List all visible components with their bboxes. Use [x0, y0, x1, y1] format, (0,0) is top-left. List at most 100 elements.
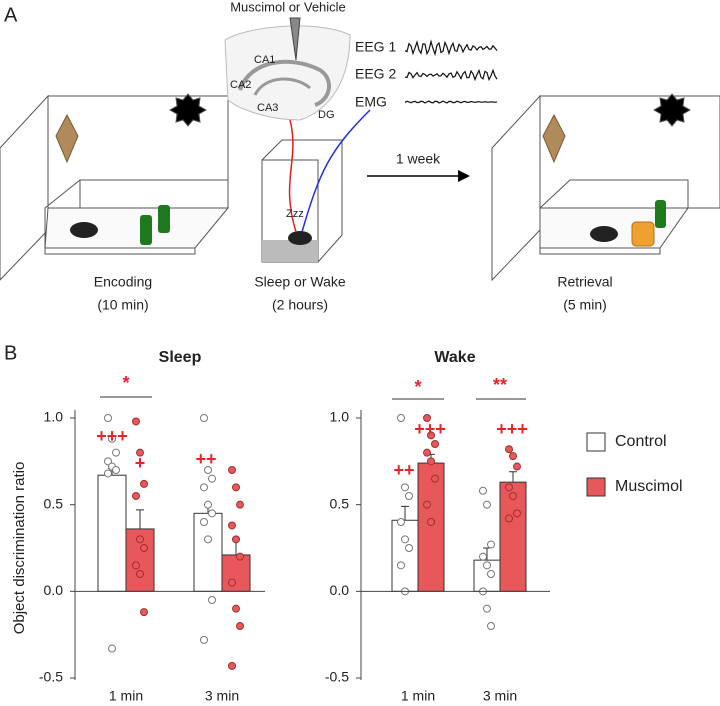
data-point — [405, 492, 413, 500]
data-point — [236, 500, 244, 509]
data-point — [479, 486, 487, 495]
annotation: ++ — [393, 460, 414, 480]
object — [140, 215, 152, 245]
stage-duration: (2 hours) — [272, 297, 328, 313]
data-point — [479, 552, 487, 561]
bar — [417, 462, 445, 592]
x-tick-label: 3 min — [205, 688, 239, 704]
y-tick-label: 0.5 — [330, 495, 350, 511]
object — [158, 205, 170, 233]
data-point — [483, 500, 491, 509]
data-point — [132, 561, 140, 570]
data-point — [236, 552, 244, 561]
data-point — [140, 479, 148, 488]
data-point — [513, 462, 521, 471]
bar — [499, 481, 527, 592]
data-point — [208, 474, 216, 483]
legend-label: Control — [615, 433, 667, 450]
object — [631, 221, 655, 247]
data-point — [228, 466, 236, 474]
data-point — [228, 661, 236, 670]
stage-name: Retrieval — [557, 274, 612, 290]
data-point — [132, 492, 140, 500]
region-label: CA2 — [230, 79, 251, 91]
bedding — [262, 240, 318, 262]
data-point — [509, 492, 517, 500]
signal-label: EEG 1 — [355, 39, 396, 55]
annotation: ++ — [195, 449, 216, 469]
annotation: ** — [493, 375, 507, 395]
cue-diamond — [542, 113, 566, 164]
data-point — [431, 474, 439, 483]
object — [655, 200, 666, 228]
data-point — [401, 535, 409, 544]
y-tick-label: 0.0 — [330, 582, 350, 598]
data-point — [112, 448, 120, 457]
data-point — [204, 535, 212, 544]
signal-label: EMG — [355, 94, 387, 110]
data-point — [431, 440, 439, 448]
data-point — [513, 509, 521, 518]
region-label: CA1 — [254, 54, 275, 66]
arena — [539, 179, 689, 248]
panel-label: B — [4, 342, 17, 364]
data-point — [108, 434, 116, 443]
zzz: Zzz — [286, 208, 304, 220]
data-point — [427, 518, 435, 526]
stage-name: Sleep or Wake — [254, 274, 346, 290]
y-tick-label: 0.5 — [44, 495, 64, 511]
data-point — [112, 466, 120, 474]
data-point — [104, 457, 112, 466]
wall — [0, 94, 49, 281]
bar — [391, 519, 419, 592]
mouse — [590, 226, 618, 242]
data-point — [232, 604, 240, 613]
data-point — [397, 561, 405, 570]
data-point — [108, 644, 116, 653]
mouse — [288, 231, 312, 245]
data-point — [140, 608, 148, 617]
data-point — [204, 500, 212, 509]
legend-swatch — [586, 432, 606, 452]
data-point — [136, 570, 144, 578]
data-point — [228, 578, 236, 587]
panel-label: A — [4, 4, 18, 26]
annotation: * — [414, 377, 421, 397]
y-tick-label: 0.0 — [44, 582, 64, 598]
data-point — [487, 570, 495, 578]
data-point — [505, 514, 513, 523]
signal-trace — [404, 100, 498, 104]
data-point — [208, 509, 216, 518]
stage-name: Encoding — [94, 274, 152, 290]
data-point — [405, 544, 413, 552]
bar — [221, 554, 251, 592]
arena — [539, 247, 661, 255]
cannula — [289, 17, 301, 61]
data-point — [200, 518, 208, 526]
data-point — [104, 469, 112, 478]
cue-star — [168, 93, 208, 127]
chart-title: Sleep — [159, 349, 202, 366]
data-point — [208, 596, 216, 604]
data-point — [228, 521, 236, 530]
panel-a: Zzz — [0, 17, 720, 282]
data-point — [483, 604, 491, 613]
data-point — [423, 414, 431, 422]
region-label: DG — [318, 109, 335, 121]
y-axis-label: Object discrimination ratio — [11, 462, 28, 635]
y-tick-label: 1.0 — [330, 409, 350, 425]
annotation: +++ — [96, 426, 128, 446]
drug-label: Muscimol or Vehicle — [230, 0, 346, 14]
signal-trace — [404, 68, 498, 82]
panel-b: Sleep Object discrimination ratio -0.5 0.0 0… — [11, 349, 683, 703]
data-point — [140, 544, 148, 552]
data-point — [397, 414, 405, 422]
data-point — [423, 500, 431, 509]
signal-label: EEG 2 — [355, 66, 396, 82]
cue-star — [652, 93, 692, 127]
data-point — [136, 448, 144, 457]
x-tick-label: 1 min — [109, 688, 143, 704]
data-point — [401, 483, 409, 492]
data-point — [104, 414, 112, 422]
